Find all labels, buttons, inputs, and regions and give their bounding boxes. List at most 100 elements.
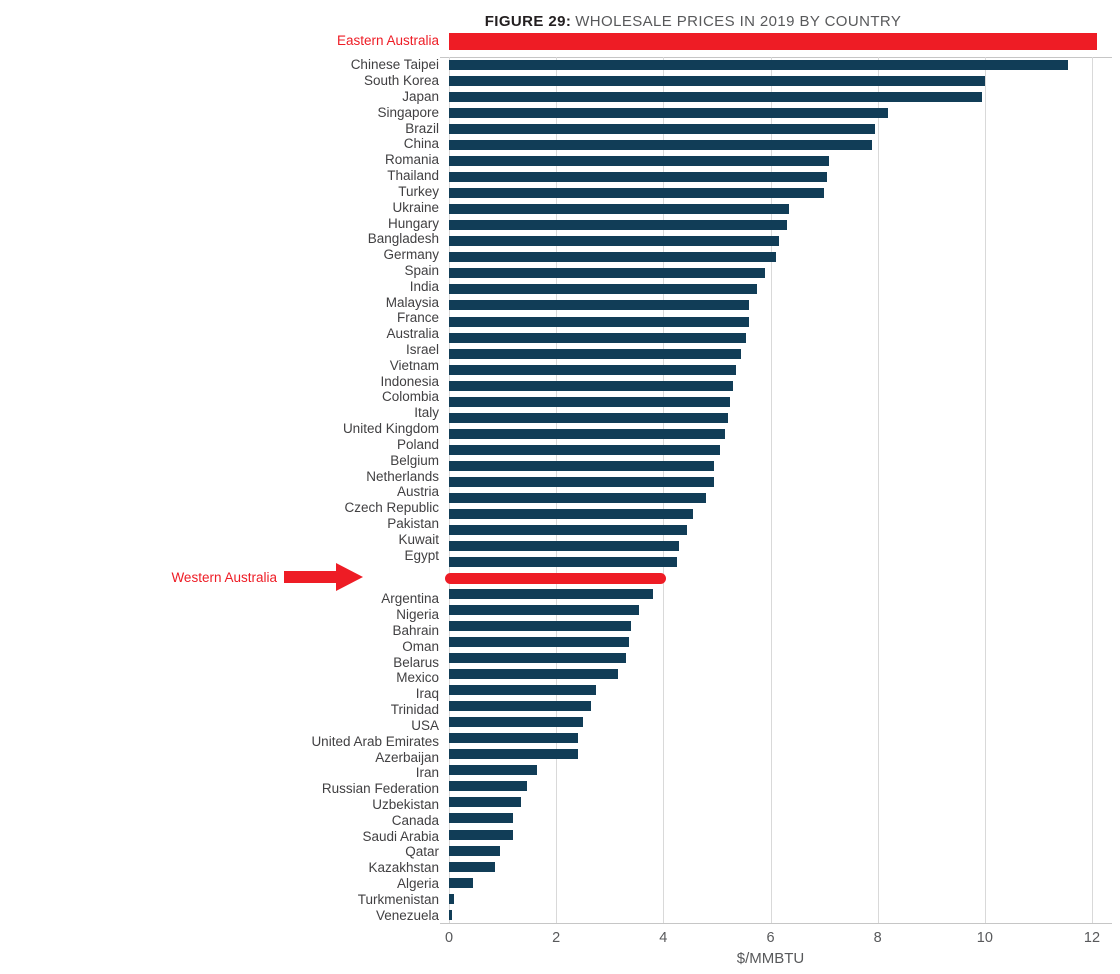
bar-row: [449, 907, 1092, 923]
country-label: Uzbekistan: [372, 796, 439, 812]
bar-row: [449, 490, 1092, 506]
bar-row: [449, 121, 1092, 137]
country-bar: [449, 621, 632, 632]
country-label: Colombia: [381, 389, 439, 405]
country-label: Belgium: [390, 452, 439, 468]
x-axis-tick-label: 6: [766, 930, 775, 946]
x-axis-tick-label: 12: [1083, 930, 1101, 946]
bar-row: [449, 153, 1092, 169]
country-label: United Arab Emirates: [311, 733, 439, 749]
bar-row: [449, 506, 1092, 522]
bar-row: [449, 217, 1092, 233]
figure-title-prefix: FIGURE 29:: [484, 13, 572, 30]
bar-row: [449, 827, 1092, 843]
country-label: Netherlands: [366, 468, 439, 484]
country-label: Czech Republic: [344, 500, 439, 516]
country-bar: [449, 396, 731, 407]
bar-row: [449, 554, 1092, 570]
country-label: Kazakhstan: [368, 860, 439, 876]
bar-row: [449, 169, 1092, 185]
x-axis-title: $/MMBTU: [736, 950, 805, 967]
country-label: Italy: [414, 405, 439, 421]
country-bar: [449, 733, 578, 744]
bar-row: [449, 891, 1092, 907]
country-bar: [449, 284, 758, 295]
country-label: Turkmenistan: [357, 891, 439, 907]
eastern-australia-bar: [449, 33, 1098, 50]
bar-row: [449, 522, 1092, 538]
country-label: Malaysia: [385, 294, 439, 310]
country-bar: [449, 781, 527, 792]
bar-row: [449, 618, 1092, 634]
gridline: [1092, 57, 1093, 923]
country-bar: [449, 893, 455, 904]
country-label: Singapore: [377, 104, 439, 120]
country-label: Spain: [404, 262, 439, 278]
country-label: Indonesia: [380, 373, 439, 389]
bar-row: [449, 346, 1092, 362]
country-label: South Korea: [363, 73, 439, 89]
eastern-australia-row: Eastern Australia: [0, 32, 1120, 50]
country-bar: [449, 829, 514, 840]
bar-row: [449, 602, 1092, 618]
bar-row: [449, 730, 1092, 746]
right-arrow-icon: [284, 563, 363, 591]
country-bar: [449, 813, 514, 824]
country-label: Nigeria: [396, 607, 439, 623]
country-label: Israel: [405, 342, 439, 358]
country-bar: [449, 749, 578, 760]
country-label: Trinidad: [390, 702, 439, 718]
country-label: Turkey: [398, 183, 439, 199]
country-bar: [449, 92, 983, 103]
western-australia-annotation: Western Australia: [0, 563, 439, 591]
country-label: Azerbaijan: [375, 749, 439, 765]
country-label: Kuwait: [398, 531, 439, 547]
x-axis-tick-label: 10: [976, 930, 993, 946]
bar-row: [449, 137, 1092, 153]
country-bar: [449, 268, 766, 279]
bar-row: [449, 794, 1092, 810]
plot-top-line: [440, 57, 1112, 58]
country-label: Argentina: [381, 591, 439, 607]
country-bar: [449, 653, 626, 664]
country-bar: [449, 172, 827, 183]
country-label: Ukraine: [392, 199, 439, 215]
x-axis: 0 2 4 6 8 10 12: [445, 930, 1100, 946]
arrow-shaft: [284, 571, 336, 583]
bar-row: [449, 57, 1092, 73]
bar-row: [449, 297, 1092, 313]
country-label: Iran: [415, 765, 439, 781]
figure-title: FIGURE 29: WHOLESALE PRICES IN 2019 BY CO…: [0, 13, 1120, 30]
x-axis-tick-label: 4: [659, 930, 668, 946]
country-bar: [449, 220, 787, 231]
country-bar: [449, 252, 776, 263]
country-bar: [449, 685, 597, 696]
bar-row: [449, 586, 1092, 602]
figure-title-text: WHOLESALE PRICES IN 2019 BY COUNTRY: [575, 13, 902, 30]
country-bar: [449, 444, 720, 455]
bar-row: [449, 859, 1092, 875]
country-label: Thailand: [387, 168, 439, 184]
bar-row: [449, 682, 1092, 698]
western-australia-label: Western Australia: [171, 569, 277, 585]
bar-row: [449, 378, 1092, 394]
country-label: Russian Federation: [321, 781, 439, 797]
country-bar: [449, 540, 680, 551]
country-bar: [449, 637, 629, 648]
bar-row: [445, 570, 1092, 586]
western-australia-bar: [445, 572, 666, 584]
x-axis-tick-label: 2: [552, 930, 561, 946]
country-bar: [449, 909, 452, 920]
country-bar: [449, 524, 688, 535]
bar-row: [449, 875, 1092, 891]
bar-row: [449, 778, 1092, 794]
country-label: Germany: [383, 247, 439, 263]
country-label: Pakistan: [387, 515, 439, 531]
country-bar: [449, 332, 747, 343]
country-label: Algeria: [396, 876, 439, 892]
country-label: Mexico: [396, 670, 439, 686]
bar-row: [449, 458, 1092, 474]
country-bar: [449, 797, 522, 808]
country-label: Bangladesh: [367, 231, 439, 247]
